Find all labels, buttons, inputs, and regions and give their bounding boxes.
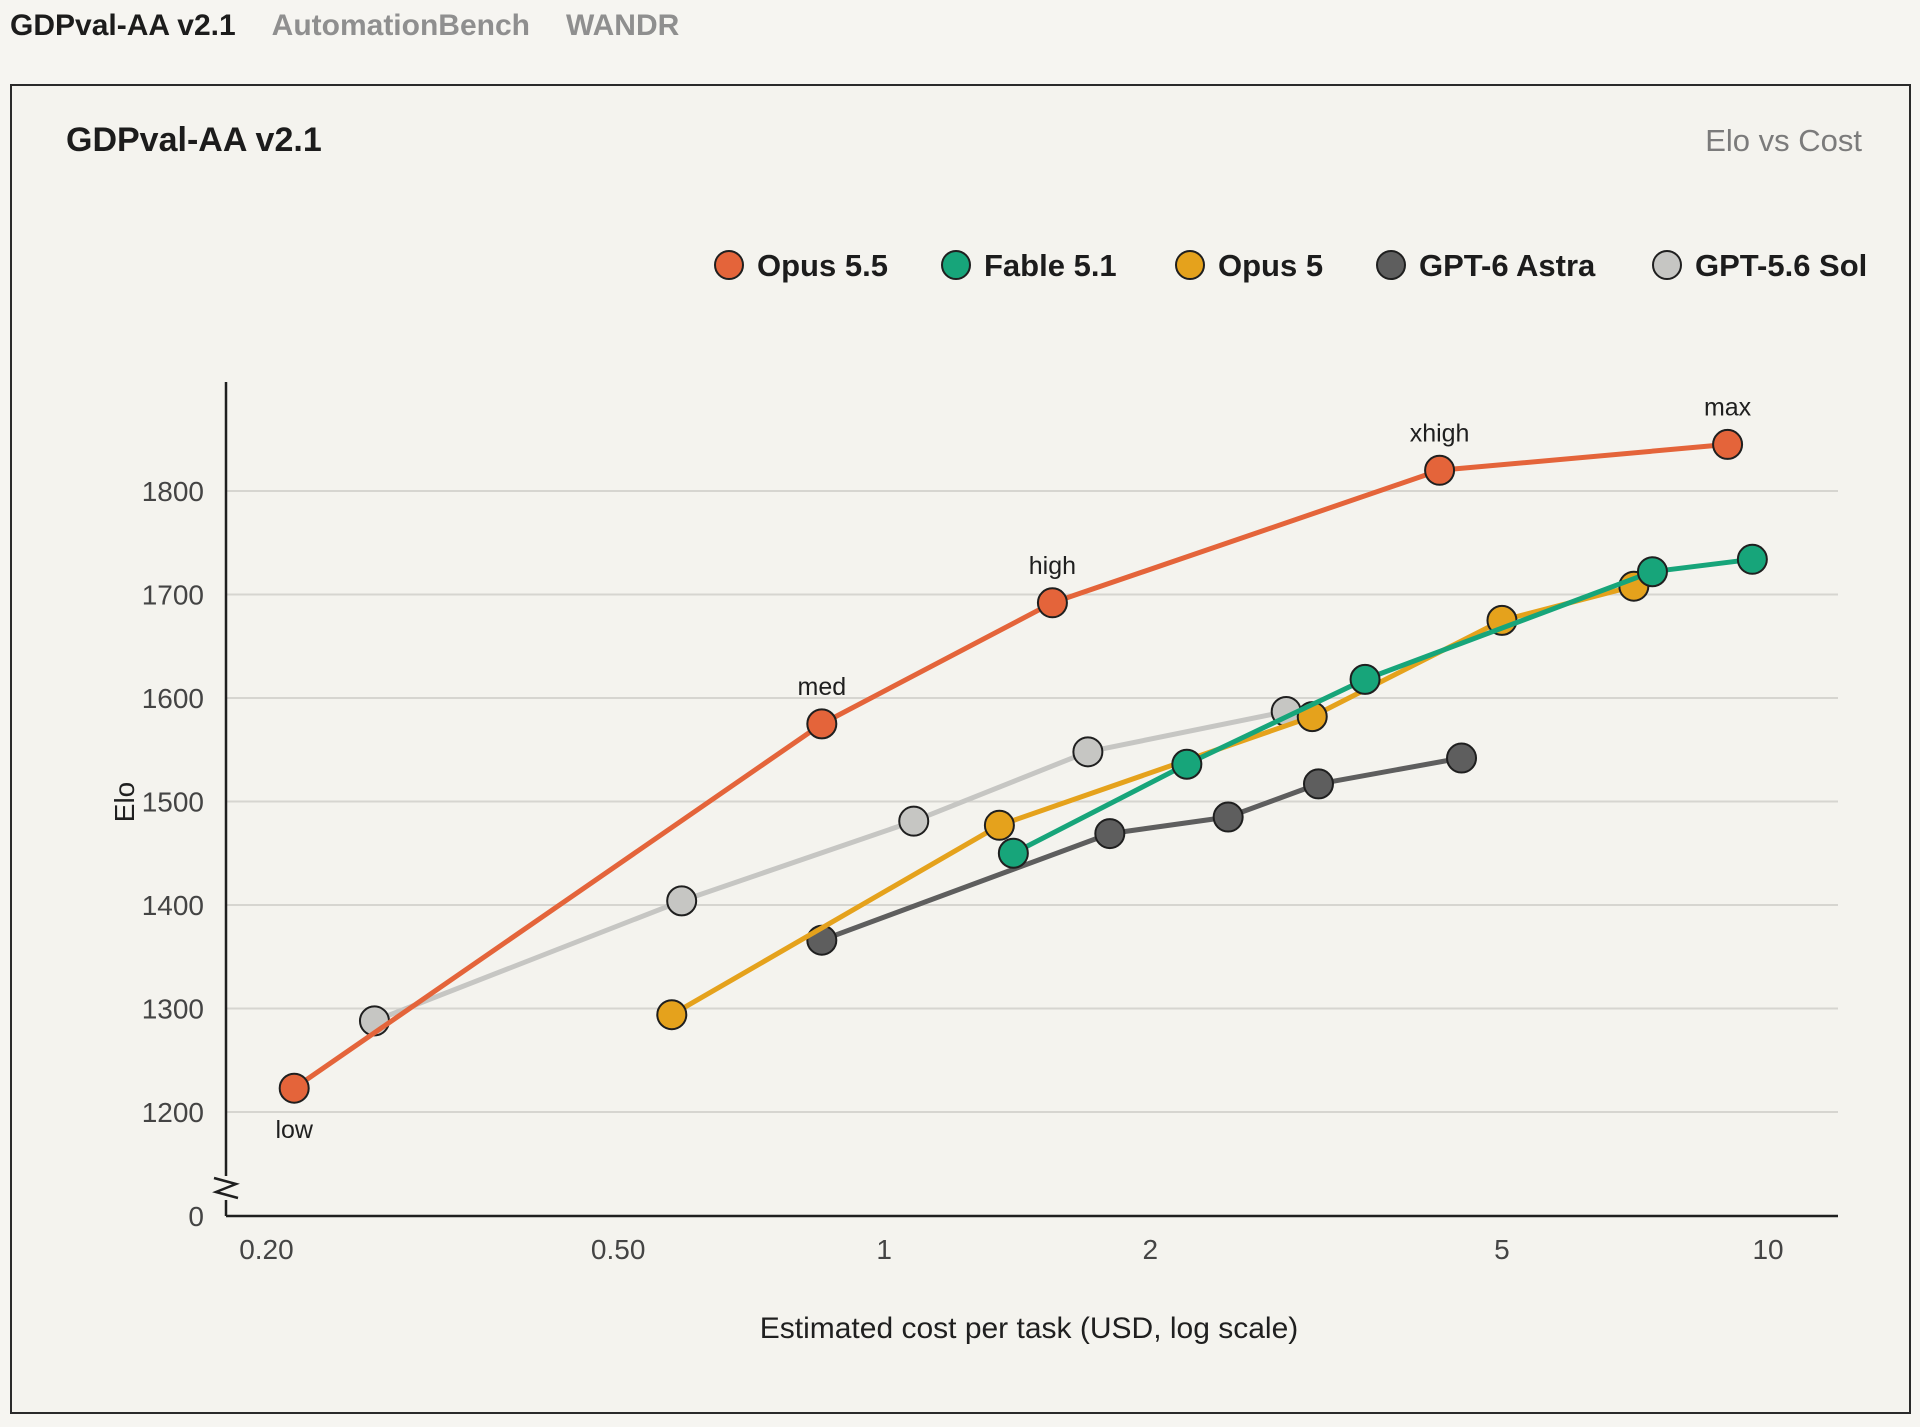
y-tick-label-1400: 1400 <box>142 890 204 921</box>
legend-label-fable-5-1: Fable 5.1 <box>984 248 1117 283</box>
data-point-fable-5-1-1 <box>1171 748 1203 780</box>
x-tick-label-5: 5 <box>1494 1234 1510 1265</box>
y-tick-label-1700: 1700 <box>142 580 204 611</box>
x-tick-label-2: 2 <box>1142 1234 1158 1265</box>
point-label-high: high <box>1029 552 1076 580</box>
data-point-gpt-6-astra-2 <box>1212 801 1244 833</box>
legend-item-opus-5-5: Opus 5.5 <box>714 248 888 283</box>
data-point-opus-5-1 <box>983 809 1015 841</box>
data-point-opus-5-0 <box>656 999 688 1031</box>
data-point-fable-5-1-4 <box>1736 543 1768 575</box>
series-opus-5-5: low med high xhigh max <box>275 393 1751 1144</box>
grid-lines <box>226 490 1838 1113</box>
x-tick-label-10: 10 <box>1752 1234 1783 1265</box>
x-axis-label: Estimated cost per task (USD, log scale) <box>760 1312 1299 1345</box>
data-point-gpt-5-6-sol-3 <box>1072 736 1104 768</box>
legend-marker-gpt-6-astra <box>1376 250 1406 280</box>
series-line-fable-5-1 <box>1010 556 1755 856</box>
x-tick-label-0.50: 0.50 <box>591 1234 646 1265</box>
legend-label-gpt-5-6-sol: GPT-5.6 Sol <box>1695 248 1867 283</box>
point-label-xhigh: xhigh <box>1410 419 1470 447</box>
y-tick-label-1500: 1500 <box>142 787 204 818</box>
data-point-fable-5-1-0 <box>997 837 1029 869</box>
data-point-opus-5-5-3 <box>1424 454 1456 486</box>
tab-gdpval[interactable]: GDPval-AA v2.1 <box>10 9 236 42</box>
series-group: low med high xhigh max <box>275 393 1768 1144</box>
data-point-gpt-6-astra-4 <box>1446 742 1478 774</box>
legend-item-opus-5: Opus 5 <box>1175 248 1323 283</box>
legend-marker-gpt-5-6-sol <box>1652 250 1682 280</box>
data-point-gpt-5-6-sol-2 <box>898 805 930 837</box>
tab-automationbench[interactable]: AutomationBench <box>271 9 530 42</box>
point-label-max: max <box>1704 393 1752 421</box>
series-fable-5-1 <box>997 543 1768 869</box>
series-opus-5 <box>656 570 1650 1031</box>
series-line-gpt-5-6-sol <box>372 709 1289 1024</box>
data-point-gpt-5-6-sol-1 <box>666 885 698 917</box>
series-line-opus-5-5 <box>291 441 1731 1091</box>
legend-label-opus-5: Opus 5 <box>1218 248 1323 283</box>
y-tick-label-1300: 1300 <box>142 994 204 1025</box>
point-label-med: med <box>798 673 847 701</box>
axes: 1200 1300 1400 1500 1600 1700 1800 0 0.20 0.50 1 2 5… <box>142 382 1838 1265</box>
y-tick-label-1200: 1200 <box>142 1097 204 1128</box>
data-point-fable-5-1-2 <box>1349 663 1381 695</box>
benchmark-tabs: GDPval-AA v2.1 AutomationBench WANDR <box>10 4 715 48</box>
data-point-opus-5-5-2 <box>1036 587 1068 619</box>
point-label-low: low <box>275 1116 313 1144</box>
data-point-opus-5-5-1 <box>806 708 838 740</box>
legend-item-gpt-5-6-sol: GPT-5.6 Sol <box>1652 248 1867 283</box>
legend-label-gpt-6-astra: GPT-6 Astra <box>1419 248 1596 283</box>
legend-item-gpt-6-astra: GPT-6 Astra <box>1376 248 1596 283</box>
data-point-opus-5-5-4 <box>1712 428 1744 460</box>
chart-title: GDPval-AA v2.1 <box>66 121 322 159</box>
legend-marker-fable-5-1 <box>941 250 971 280</box>
legend-label-opus-5-5: Opus 5.5 <box>757 248 888 283</box>
data-point-opus-5-5-0 <box>278 1072 310 1104</box>
elo-vs-cost-chart: GDPval-AA v2.1 Elo vs Cost Elo Estimated… <box>66 121 1867 1345</box>
tab-wandr[interactable]: WANDR <box>565 9 680 42</box>
axis-break-icon <box>212 1176 240 1200</box>
y-axis-label: Elo <box>109 782 140 822</box>
series-gpt-6-astra <box>806 742 1478 956</box>
legend: Opus 5.5 Fable 5.1 Opus 5 GPT-6 Astra GPT-5.… <box>714 248 1867 283</box>
y-tick-label-1600: 1600 <box>142 683 204 714</box>
x-tick-label-0.20: 0.20 <box>239 1234 294 1265</box>
legend-item-fable-5-1: Fable 5.1 <box>941 248 1117 283</box>
legend-marker-opus-5-5 <box>714 250 744 280</box>
chart-card: GDPval-AA v2.1 Elo vs Cost Elo Estimated… <box>10 84 1911 1414</box>
chart-subtitle: Elo vs Cost <box>1705 123 1862 158</box>
series-gpt-5-6-sol <box>358 695 1302 1037</box>
data-point-fable-5-1-3 <box>1636 556 1668 588</box>
legend-marker-opus-5 <box>1175 250 1205 280</box>
data-point-gpt-6-astra-3 <box>1302 768 1334 800</box>
data-point-gpt-6-astra-1 <box>1094 818 1126 850</box>
y-tick-label-1800: 1800 <box>142 476 204 507</box>
x-tick-label-1: 1 <box>876 1234 892 1265</box>
y-tick-label-break: 0 <box>188 1201 204 1232</box>
